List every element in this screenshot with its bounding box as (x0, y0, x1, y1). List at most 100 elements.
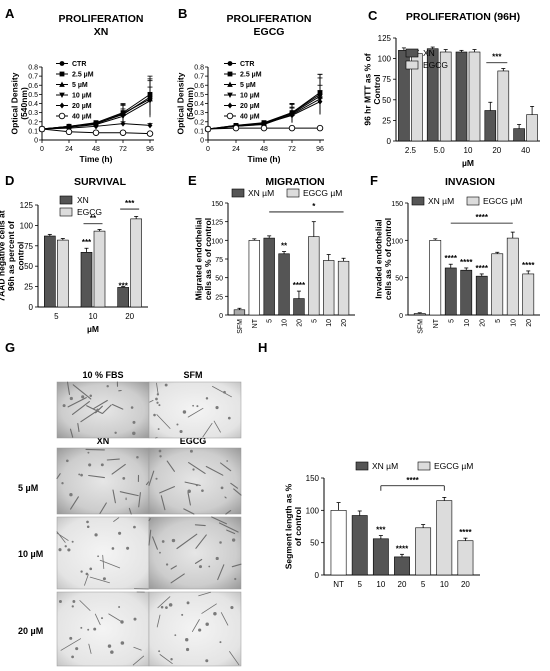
y-tick-label: 0.5 (194, 92, 204, 99)
cell (187, 489, 191, 493)
cell (223, 390, 226, 394)
cell (227, 416, 231, 420)
bar (455, 51, 468, 142)
cell (67, 548, 71, 552)
significance-label: * (312, 202, 316, 211)
cell (176, 423, 179, 426)
micrograph-header-xn: XN (97, 436, 110, 446)
y-tick-label: 100 (391, 238, 403, 245)
x-tick-label: 72 (119, 146, 127, 153)
x-tick-label: 96 (146, 146, 154, 153)
x-tick-label: 10 (376, 580, 385, 589)
data-point (38, 125, 46, 133)
x-tick-label: 40 (521, 146, 530, 155)
cell (69, 396, 73, 401)
legend-label: CTR (72, 61, 86, 68)
x-tick-label: 48 (260, 146, 268, 153)
y-axis-label-line-1: Control (372, 74, 382, 104)
legend-label: 5 µM (240, 82, 256, 89)
micrograph-panel: 10 % FBS SFM XN EGCG 5 µM 10 µM 20 µM (18, 370, 242, 667)
legend-marker (227, 61, 233, 66)
micrograph-bg (148, 381, 242, 439)
y-tick-label: 50 (215, 276, 223, 283)
x-tick-label: 20 (479, 319, 486, 327)
y-tick-label: 25 (215, 294, 223, 301)
legend-label: EGCG µM (303, 188, 342, 198)
cell (208, 565, 211, 568)
cell-network (56, 448, 150, 515)
bar-SFM (233, 309, 246, 316)
cell (201, 489, 204, 492)
panel-letter-f: F (370, 173, 378, 188)
y-tick-label: 0 (29, 303, 34, 312)
significance-label: *** (118, 282, 128, 291)
y-tick-label: 100 (378, 55, 392, 64)
cell (120, 620, 124, 624)
significance-label: **** (445, 254, 458, 263)
cell (106, 385, 109, 388)
bar-NT (248, 240, 260, 316)
data-point (232, 124, 240, 132)
bar (526, 114, 538, 142)
chart-segment-length: 0 50 100 150 NT 5 10 *** 20 **** 5 10 20 **** Segment … (283, 461, 480, 589)
legend-label: EGCG µM (483, 196, 522, 206)
y-tick-label: 0.3 (194, 110, 204, 117)
cell (107, 644, 112, 648)
bar-10 (506, 237, 519, 316)
x-tick-label: 5 (357, 580, 362, 589)
cell (80, 473, 83, 477)
cell (133, 617, 137, 621)
cell (87, 451, 90, 454)
micrograph-bg (148, 447, 242, 515)
x-tick-label: 10 (464, 319, 471, 327)
legend-label: 40 µM (240, 114, 260, 121)
cell (158, 449, 162, 453)
bar-20 (475, 275, 488, 316)
significance-label: **** (522, 261, 535, 270)
x-axis-label: µM (462, 158, 474, 168)
cell (65, 459, 69, 463)
micrograph-xn-5 (56, 447, 150, 515)
y-axis-label-line-1: (540nm) (19, 87, 29, 120)
y-axis-label-line-1: cells as % of control (203, 218, 213, 300)
y-tick-label: 0.4 (28, 101, 38, 108)
bar-5 (351, 515, 368, 576)
chart-survival: SURVIVAL 0 25 50 75 100 125 5 10 20 µM 7AAD negativ… (0, 176, 148, 334)
micrograph-bg (56, 447, 150, 515)
bar-20 (394, 556, 410, 576)
cell-network (66, 381, 124, 438)
significance-label: **** (476, 213, 489, 222)
cell (219, 641, 222, 644)
bar-SFM (413, 313, 426, 316)
x-tick-label: NT (433, 318, 440, 328)
y-tick-label: 0.3 (28, 110, 38, 117)
y-tick-label: 0.7 (28, 74, 38, 81)
cell-network (56, 517, 149, 590)
cell (120, 641, 125, 645)
panel-letter-e: E (188, 173, 197, 188)
cell (71, 605, 74, 608)
y-tick-label: 125 (378, 34, 392, 43)
legend-swatch (405, 60, 419, 70)
legend-label: EGCG µM (434, 461, 473, 471)
cell (161, 540, 165, 543)
bar-20 (293, 298, 305, 316)
cell (61, 482, 64, 485)
y-tick-label: 0 (315, 571, 320, 580)
micrograph-bg (56, 516, 150, 590)
x-axis-label: µM (87, 324, 99, 334)
cell (89, 394, 92, 398)
x-tick-label: 48 (92, 146, 100, 153)
x-tick-label: 20 (125, 312, 134, 321)
micrograph-fbs (56, 381, 150, 439)
cell (64, 545, 67, 548)
x-tick-label: 10 (440, 580, 449, 589)
legend-marker (59, 71, 65, 77)
chart-subtitle: EGCG (254, 26, 285, 38)
x-tick-label: 24 (232, 146, 240, 153)
cell-network (156, 591, 240, 666)
legend-label: EGCG (77, 207, 102, 217)
data-point (260, 124, 268, 132)
x-tick-label: NT (333, 580, 344, 589)
